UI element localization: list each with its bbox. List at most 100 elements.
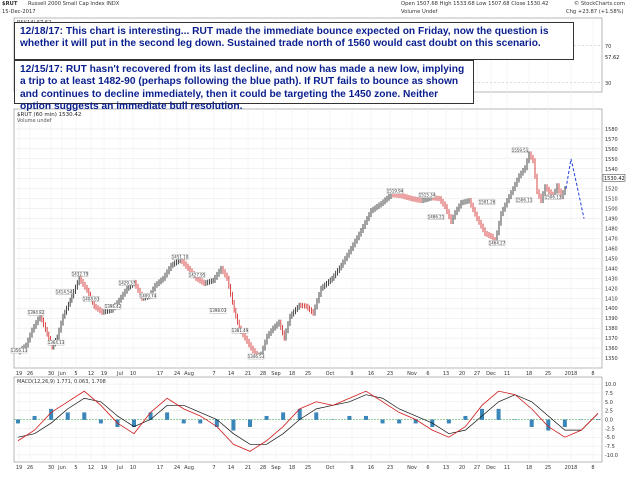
price-axis-tick: 1410 <box>605 296 618 302</box>
price-axis-tick: 1490 <box>605 217 618 223</box>
price-label: 1559.51 <box>512 148 529 153</box>
macd-histogram-bar <box>297 408 302 420</box>
price-label: 1409.74 <box>140 293 157 298</box>
price-label-box <box>515 197 533 203</box>
price-label: 1501.26 <box>479 200 496 205</box>
price-label-box <box>544 194 562 200</box>
macd-date-axis-tick: 12 <box>88 465 94 471</box>
price-label-box <box>247 353 265 360</box>
price-axis-tick: 1480 <box>605 227 618 233</box>
macd-date-axis-tick: 21 <box>245 465 251 471</box>
price-label: 1414.54 <box>56 289 73 294</box>
price-axis-tick: 1450 <box>605 256 618 262</box>
macd-panel-label: MACD(12,26,9) 1.771, 0.063, 1.708 <box>17 379 106 385</box>
macd-axis-tick: 10.0 <box>605 382 616 388</box>
price-axis-tick: 1560 <box>605 147 618 153</box>
date-axis-tick: 2018 <box>565 371 578 377</box>
price-label: 1346.53 <box>248 354 265 359</box>
date-axis-tick: 25 <box>305 371 311 377</box>
macd-histogram-bar <box>446 419 451 424</box>
price-label-box <box>71 271 89 277</box>
macd-date-axis-tick: 18 <box>289 465 295 471</box>
date-axis-tick: Oct <box>326 371 335 377</box>
macd-date-axis-tick: 7 <box>212 465 215 471</box>
price-axis-tick: 1370 <box>605 336 618 342</box>
rsi-current-value: 57.62 <box>605 55 619 61</box>
annotation-note-12-15: 12/15/17: RUT hasn't recovered from its … <box>14 60 474 112</box>
date-axis-tick: 19 <box>16 371 22 377</box>
macd-histogram-bar <box>546 419 551 431</box>
current-price-tag <box>602 174 626 182</box>
price-label-box <box>418 192 436 198</box>
macd-axis-tick: 2.5 <box>605 409 613 415</box>
price-label: 1432.79 <box>72 271 89 276</box>
macd-histogram-bar <box>32 415 37 420</box>
price-label-box <box>82 296 100 302</box>
macd-date-axis-tick: 20 <box>459 465 465 471</box>
price-label: 1464.27 <box>489 240 506 245</box>
date-axis-tick: Aug <box>184 371 194 377</box>
macd-date-axis-tick: 16 <box>368 465 374 471</box>
date-axis-tick: 7 <box>212 371 215 377</box>
date-axis-tick: 23 <box>387 371 393 377</box>
price-label-box <box>47 339 65 346</box>
price-axis-tick: 1400 <box>605 306 618 312</box>
macd-histogram-bar <box>347 415 352 420</box>
price-label-box <box>55 289 73 295</box>
price-axis-tick: 1380 <box>605 326 618 332</box>
price-label: 1398.03 <box>210 308 227 313</box>
price-axis-tick: 1520 <box>605 187 618 193</box>
macd-date-axis-tick: Aug <box>184 465 194 471</box>
macd-date-axis-tick: 13 <box>443 465 449 471</box>
date-axis-tick: Jun <box>57 371 66 377</box>
price-label-box <box>171 254 189 260</box>
macd-histogram-bar <box>214 419 219 427</box>
macd-histogram-bar <box>397 419 402 424</box>
date-axis-tick: 30 <box>48 371 54 377</box>
macd-histogram-bar <box>364 415 368 420</box>
chart-title: Russell 2000 Small Cap Index INDX <box>28 1 120 7</box>
date-axis-tick: 9 <box>350 371 353 377</box>
macd-histogram-bar <box>198 419 203 424</box>
stockcharts-watermark: © StockCharts.com <box>574 1 625 7</box>
date-axis-tick: 20 <box>459 371 465 377</box>
price-label-box <box>27 310 45 316</box>
macd-date-axis-tick: 30 <box>48 465 54 471</box>
macd-histogram-bar <box>380 419 385 424</box>
price-label-box <box>231 327 249 334</box>
price-label-box <box>118 280 136 286</box>
price-label-box <box>511 147 529 154</box>
macd-date-axis-tick: Jul <box>116 465 123 471</box>
rsi-axis-tick: 30 <box>605 81 611 87</box>
price-axis-tick: 1580 <box>605 127 618 133</box>
macd-date-axis-tick: Dec <box>486 465 496 471</box>
macd-date-axis-tick: Jun <box>57 465 66 471</box>
macd-histogram-bar <box>480 408 484 420</box>
macd-histogram-bar <box>165 412 170 420</box>
date-axis-tick: 13 <box>443 371 449 377</box>
price-axis-tick: 1360 <box>605 346 618 352</box>
date-axis-tick: Sep <box>271 371 280 377</box>
price-label: 1364.13 <box>48 340 65 345</box>
macd-histogram-bar <box>248 419 252 427</box>
date-axis-tick: 11 <box>504 371 510 377</box>
macd-axis-tick: -7.5 <box>605 444 615 450</box>
macd-histogram-bar <box>181 419 186 424</box>
price-label: 1427.95 <box>189 272 206 277</box>
price-axis-tick: 1470 <box>605 237 618 243</box>
chart-ohlc: Open 1507.68 High 1533.68 Low 1507.68 Cl… <box>401 1 549 7</box>
macd-histogram-bar <box>314 412 319 420</box>
price-label: 1486.21 <box>428 215 445 220</box>
projection-path <box>565 158 585 219</box>
macd-date-axis-tick: Nov <box>407 465 417 471</box>
price-label-box <box>488 240 506 246</box>
macd-signal-line <box>17 394 599 445</box>
date-axis-tick: 16 <box>368 371 374 377</box>
price-label: 1356.13 <box>11 348 28 353</box>
macd-histogram-bar <box>596 419 600 420</box>
macd-histogram-bar <box>231 419 236 431</box>
rsi-axis-tick: 70 <box>605 44 611 50</box>
macd-date-axis-tick: 27 <box>474 465 480 471</box>
date-axis-tick: 14 <box>228 371 234 377</box>
chart-volume: Volume Undef <box>401 9 438 15</box>
